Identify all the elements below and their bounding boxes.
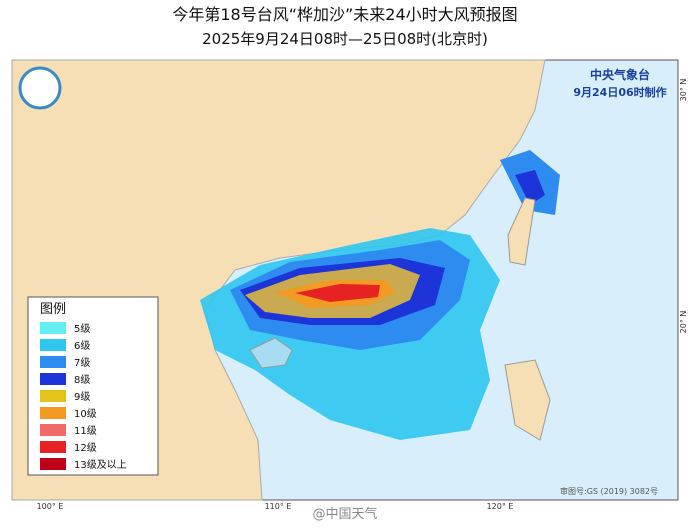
lat-label: 30° N (679, 79, 688, 102)
lon-label: 110° E (265, 502, 292, 511)
lon-label: 120° E (487, 502, 514, 511)
legend-label: 9级 (74, 391, 90, 403)
legend: 图例 5级 6级 7级 8级 9级 10级 11级 12级 13级及以上 (27, 296, 159, 476)
taiwan (507, 197, 536, 266)
legend-swatch (40, 407, 66, 419)
legend-label: 10级 (74, 408, 97, 420)
watermark: @中国天气 (312, 506, 377, 522)
agency-name: 中央气象台 (590, 67, 650, 82)
title: 今年第18号台风“桦加沙”未来24小时大风预报图 (172, 5, 517, 24)
legend-label: 8级 (74, 374, 90, 386)
legend-swatch (40, 390, 66, 402)
legend-label: 6级 (74, 340, 90, 352)
luzon (504, 359, 551, 441)
legend-label: 13级及以上 (74, 459, 127, 471)
legend-label: 7级 (74, 357, 90, 369)
issued-time: 9月24日06时制作 (573, 85, 666, 99)
legend-swatch (40, 458, 66, 470)
wind-12 (295, 284, 380, 302)
legend-label: 5级 (74, 323, 90, 335)
wind-8-north (515, 170, 545, 205)
legend-swatch (40, 373, 66, 385)
legend-swatch (40, 424, 66, 436)
legend-swatch (40, 322, 66, 334)
approval: 审图号:GS (2019) 3082号 (560, 486, 658, 496)
legend-title: 图例 (40, 302, 66, 317)
legend-label: 11级 (74, 425, 97, 437)
legend-swatch (40, 339, 66, 351)
legend-swatch (40, 356, 66, 368)
legend-label: 12级 (74, 442, 97, 454)
subtitle: 2025年9月24日08时—25日08时(北京时) (202, 30, 488, 48)
lon-label: 100° E (37, 502, 64, 511)
lat-label: 20° N (679, 311, 688, 334)
legend-swatch (40, 441, 66, 453)
logo (18, 66, 62, 110)
hainan (249, 337, 293, 369)
